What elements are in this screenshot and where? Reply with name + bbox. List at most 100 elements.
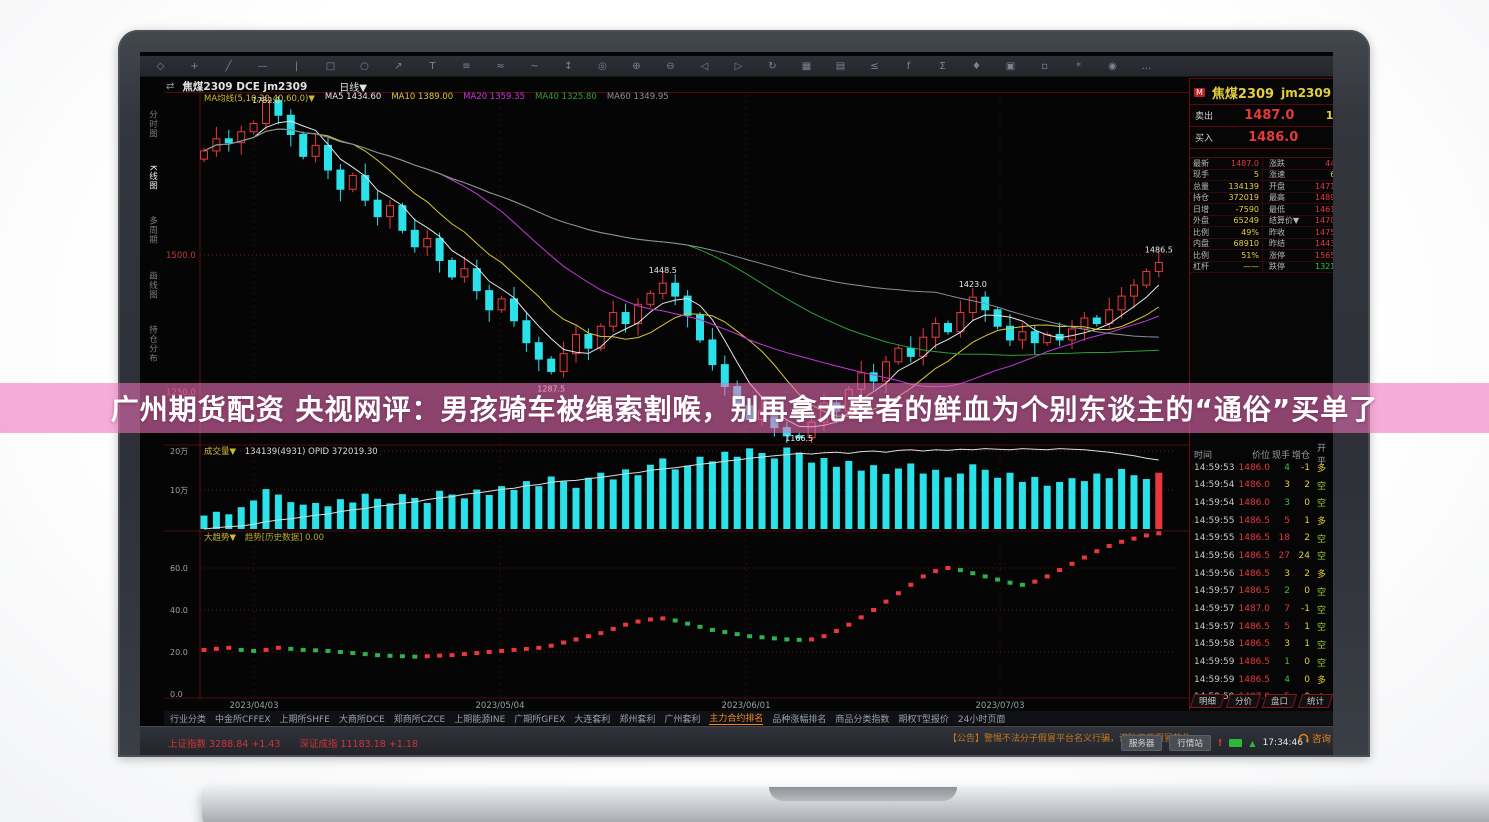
quote-stat-row: 最新 1487.0涨跌 44.0 bbox=[1190, 158, 1333, 170]
rectangle-icon[interactable]: □ bbox=[325, 60, 336, 72]
bottom-tab-6[interactable]: 广期所GFEX bbox=[514, 714, 566, 725]
stat-value: -7590 bbox=[1235, 204, 1259, 214]
text-tool-icon[interactable]: T bbox=[429, 60, 436, 72]
tns-time: 14:59:59 bbox=[1194, 657, 1235, 668]
sum-icon[interactable]: Σ bbox=[939, 60, 946, 72]
laptop-notch bbox=[768, 787, 957, 801]
list-icon[interactable]: ≡ bbox=[462, 60, 471, 72]
panel-icon[interactable]: ▫ bbox=[1041, 60, 1048, 72]
bottom-tab-5[interactable]: 上期能源INE bbox=[454, 714, 506, 725]
bottom-tab-9[interactable]: 广州套利 bbox=[664, 714, 701, 725]
tns-row[interactable]: 14:59:55 1486.5 18 2 空 bbox=[1190, 529, 1333, 547]
kline-chart[interactable]: 1500.01250.020万10万60.040.020.00.01782.01… bbox=[164, 92, 1189, 711]
period-select[interactable]: 日线▼ bbox=[339, 82, 367, 94]
nav-arrows-icon[interactable]: ⇄ bbox=[166, 80, 175, 92]
tns-row[interactable]: 14:59:59 1486.5 4 0 多 bbox=[1190, 671, 1333, 689]
star-icon[interactable]: * bbox=[1076, 60, 1081, 72]
prev-icon[interactable]: ◁ bbox=[700, 60, 709, 72]
arrow-icon[interactable]: ↗ bbox=[394, 60, 403, 72]
stat-label: 涨跌 bbox=[1262, 158, 1300, 169]
tns-row[interactable]: 14:59:54 1486.0 3 2 空 bbox=[1190, 476, 1333, 494]
circle-icon[interactable]: ○ bbox=[360, 60, 369, 72]
tns-row[interactable]: 14:59:56 1486.5 27 24 空 bbox=[1190, 547, 1333, 565]
zoom-in-icon[interactable]: ⊕ bbox=[632, 60, 641, 72]
bottom-tab-1[interactable]: 中金所CFFEX bbox=[215, 714, 271, 725]
tns-row[interactable]: 14:59:56 1486.5 3 2 多 bbox=[1190, 565, 1333, 583]
bottom-tab-10[interactable]: 主力合约排名 bbox=[709, 711, 764, 725]
tns-header-cell: 增仓 bbox=[1291, 450, 1310, 461]
curve-icon[interactable]: ~ bbox=[530, 60, 539, 72]
left-tab-3[interactable]: 画线图 bbox=[147, 270, 158, 300]
compare-icon[interactable]: ≤ bbox=[870, 60, 879, 72]
formula-icon[interactable]: f bbox=[906, 60, 911, 72]
bottom-tab-8[interactable]: 郑州套利 bbox=[619, 714, 656, 725]
quote-station-button[interactable]: 行情站 bbox=[1169, 735, 1211, 751]
svg-text:1500.0: 1500.0 bbox=[166, 251, 196, 261]
marker-icon[interactable]: ♦ bbox=[972, 60, 981, 72]
ma-settings[interactable]: MA均线(5,10,20,40,60,0)▼ bbox=[204, 94, 315, 104]
wave-icon[interactable]: ≈ bbox=[496, 60, 505, 72]
tns-row[interactable]: 14:59:57 1486.5 5 1 空 bbox=[1190, 618, 1333, 636]
ask-row[interactable]: 卖出 1487.0 14 bbox=[1190, 104, 1333, 126]
bottom-tab-13[interactable]: 期权T型报价 bbox=[898, 714, 949, 725]
target-icon[interactable]: ◎ bbox=[598, 60, 607, 72]
bottom-tab-3[interactable]: 大商所DCE bbox=[338, 714, 385, 725]
bid-row[interactable]: 买入 1486.0 9 bbox=[1190, 126, 1333, 149]
volume-indicator-select[interactable]: 成交量▼ bbox=[204, 447, 237, 457]
next-icon[interactable]: ▷ bbox=[734, 60, 743, 72]
tns-oi-change: 0 bbox=[1304, 674, 1310, 685]
tns-row[interactable]: 14:59:57 1486.5 2 0 空 bbox=[1190, 583, 1333, 601]
quote-tab-2[interactable]: 盘口 bbox=[1261, 694, 1298, 708]
stat-value: 1470.5 bbox=[1315, 216, 1333, 226]
left-tab-0[interactable]: 分时图 bbox=[147, 110, 158, 139]
vertical-line-icon[interactable]: | bbox=[294, 60, 299, 72]
trend-indicator-select[interactable]: 大趋势▼ bbox=[204, 533, 237, 543]
tns-row[interactable]: 14:59:57 1487.0 7 -1 空 bbox=[1190, 600, 1333, 618]
stat-value: 1489.0 bbox=[1315, 193, 1333, 203]
bottom-tab-12[interactable]: 商品分类指数 bbox=[835, 714, 890, 725]
bottom-tab-0[interactable]: 行业分类 bbox=[170, 714, 207, 725]
expand-icon[interactable]: ↕ bbox=[564, 60, 573, 72]
bottom-tab-4[interactable]: 郑商所CZCE bbox=[393, 714, 446, 725]
horizontal-line-icon[interactable]: — bbox=[257, 60, 268, 72]
grid-icon[interactable]: ▦ bbox=[801, 60, 812, 72]
record-icon[interactable]: ◉ bbox=[1108, 60, 1117, 72]
left-tab-2[interactable]: 多周期 bbox=[147, 216, 158, 245]
announcement-text[interactable]: 【公告】警惕不法分子假冒平台名义行骗，谨防下载假冒软件 bbox=[948, 734, 1192, 744]
stat-label: 外盘 bbox=[1193, 216, 1209, 226]
stat-label: 杠杆 bbox=[1193, 262, 1209, 272]
customer-service[interactable]: 咨询 bbox=[1298, 731, 1331, 745]
quote-tab-3[interactable]: 统计 bbox=[1297, 694, 1333, 708]
bottom-tab-2[interactable]: 上期所SHFE bbox=[279, 714, 330, 725]
bottom-tab-11[interactable]: 品种涨幅排名 bbox=[772, 714, 827, 725]
bottom-tab-14[interactable]: 24小时页面 bbox=[957, 714, 1006, 725]
tns-time: 14:59:59 bbox=[1194, 674, 1235, 685]
more-icon[interactable]: … bbox=[1141, 60, 1152, 72]
bottom-tab-7[interactable]: 大连套利 bbox=[574, 714, 611, 725]
tns-row[interactable]: 14:59:58 1486.5 3 1 空 bbox=[1190, 636, 1333, 654]
tns-row[interactable]: 14:59:59 1486.5 1 0 空 bbox=[1190, 653, 1333, 671]
zoom-out-icon[interactable]: ⊖ bbox=[666, 60, 675, 72]
tns-row[interactable]: 14:59:55 1486.5 5 1 多 bbox=[1190, 512, 1333, 530]
tns-row[interactable]: 14:59:53 1486.0 4 -1 多 bbox=[1190, 459, 1333, 477]
svg-text:0.0: 0.0 bbox=[170, 690, 183, 699]
refresh-icon[interactable]: ↻ bbox=[768, 60, 777, 72]
quote-tab-0[interactable]: 明细 bbox=[1189, 694, 1226, 708]
banner-headline: 广州期货配资 央视网评：男孩骑车被绳索割喉，别再拿无辜者的鲜血为个别东谈主的“通… bbox=[110, 393, 1379, 426]
cursor-icon[interactable]: ◇ bbox=[156, 60, 165, 72]
save-icon[interactable]: ▣ bbox=[1005, 60, 1016, 72]
tns-row[interactable]: 14:59:54 1486.0 3 0 空 bbox=[1190, 494, 1333, 512]
trend-line-icon[interactable]: ╱ bbox=[225, 60, 232, 72]
tns-price: 1486.5 bbox=[1238, 674, 1271, 685]
stat-label: 持仓 bbox=[1193, 193, 1209, 203]
server-button[interactable]: 服务器 bbox=[1120, 735, 1163, 751]
quote-tab-1[interactable]: 分价 bbox=[1225, 694, 1262, 708]
tns-price: 1486.5 bbox=[1238, 621, 1271, 632]
contract-name[interactable]: 焦煤2309 bbox=[1211, 87, 1275, 102]
left-tab-4[interactable]: 持仓分布 bbox=[147, 325, 158, 364]
left-tab-1[interactable]: K线图 bbox=[147, 164, 158, 191]
time-and-sales[interactable]: 时间 价位 现手 增仓 开平 14:59:53 1486.0 4 -1 多 14:59:54 1486… bbox=[1190, 441, 1333, 706]
layout-icon[interactable]: ▤ bbox=[835, 60, 846, 72]
crosshair-icon[interactable]: + bbox=[190, 60, 199, 72]
